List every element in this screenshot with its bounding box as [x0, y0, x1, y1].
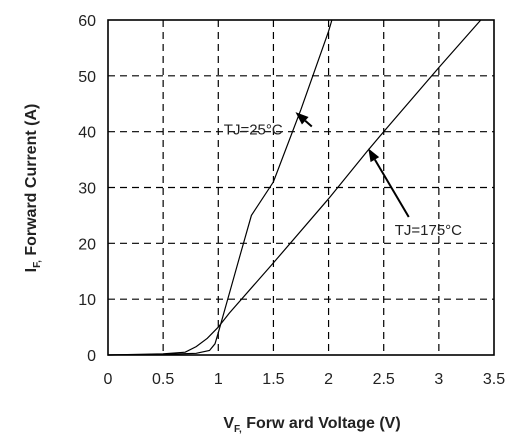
y-tick-label: 0: [87, 348, 96, 365]
annotation-label: TJ=175°C: [395, 222, 462, 239]
x-tick-label: 3.5: [483, 371, 505, 388]
x-tick-labels: 0 0.5 1 1.5 2 2.5 3 3.5: [104, 371, 506, 388]
x-tick-label: 3: [434, 371, 443, 388]
x-tick-label: 0.5: [152, 371, 174, 388]
y-tick-label: 40: [78, 125, 96, 142]
x-tick-label: 2: [324, 371, 333, 388]
series-line-tj-25c: [107, 19, 333, 356]
series-line-tj-175c: [107, 19, 482, 356]
y-tick-label: 60: [78, 13, 96, 30]
annotation-arrow: [304, 119, 313, 128]
y-tick-label: 30: [78, 181, 96, 198]
y-tick-label: 50: [78, 69, 96, 86]
x-tick-label: 1: [214, 371, 223, 388]
grid-lines: [108, 20, 494, 355]
plot-frame: [107, 19, 495, 356]
series-lines: [107, 19, 482, 356]
x-tick-label: 0: [104, 371, 113, 388]
annotations: TJ=25°C TJ=175°C: [224, 112, 462, 239]
y-tick-label: 10: [78, 292, 96, 309]
annotation-arrowhead: [368, 148, 380, 163]
y-tick-label: 20: [78, 236, 96, 253]
annotation-arrow: [374, 159, 410, 218]
y-tick-labels: 0 10 20 30 40 50 60: [78, 13, 96, 365]
y-axis-title: IF, Forward Current (A): [23, 104, 43, 273]
x-tick-label: 2.5: [373, 371, 395, 388]
annotation-arrowhead: [295, 112, 309, 125]
annotation-label: TJ=25°C: [224, 121, 283, 138]
x-tick-label: 1.5: [262, 371, 284, 388]
x-axis-title: VF, Forw ard Voltage (V): [223, 415, 400, 435]
